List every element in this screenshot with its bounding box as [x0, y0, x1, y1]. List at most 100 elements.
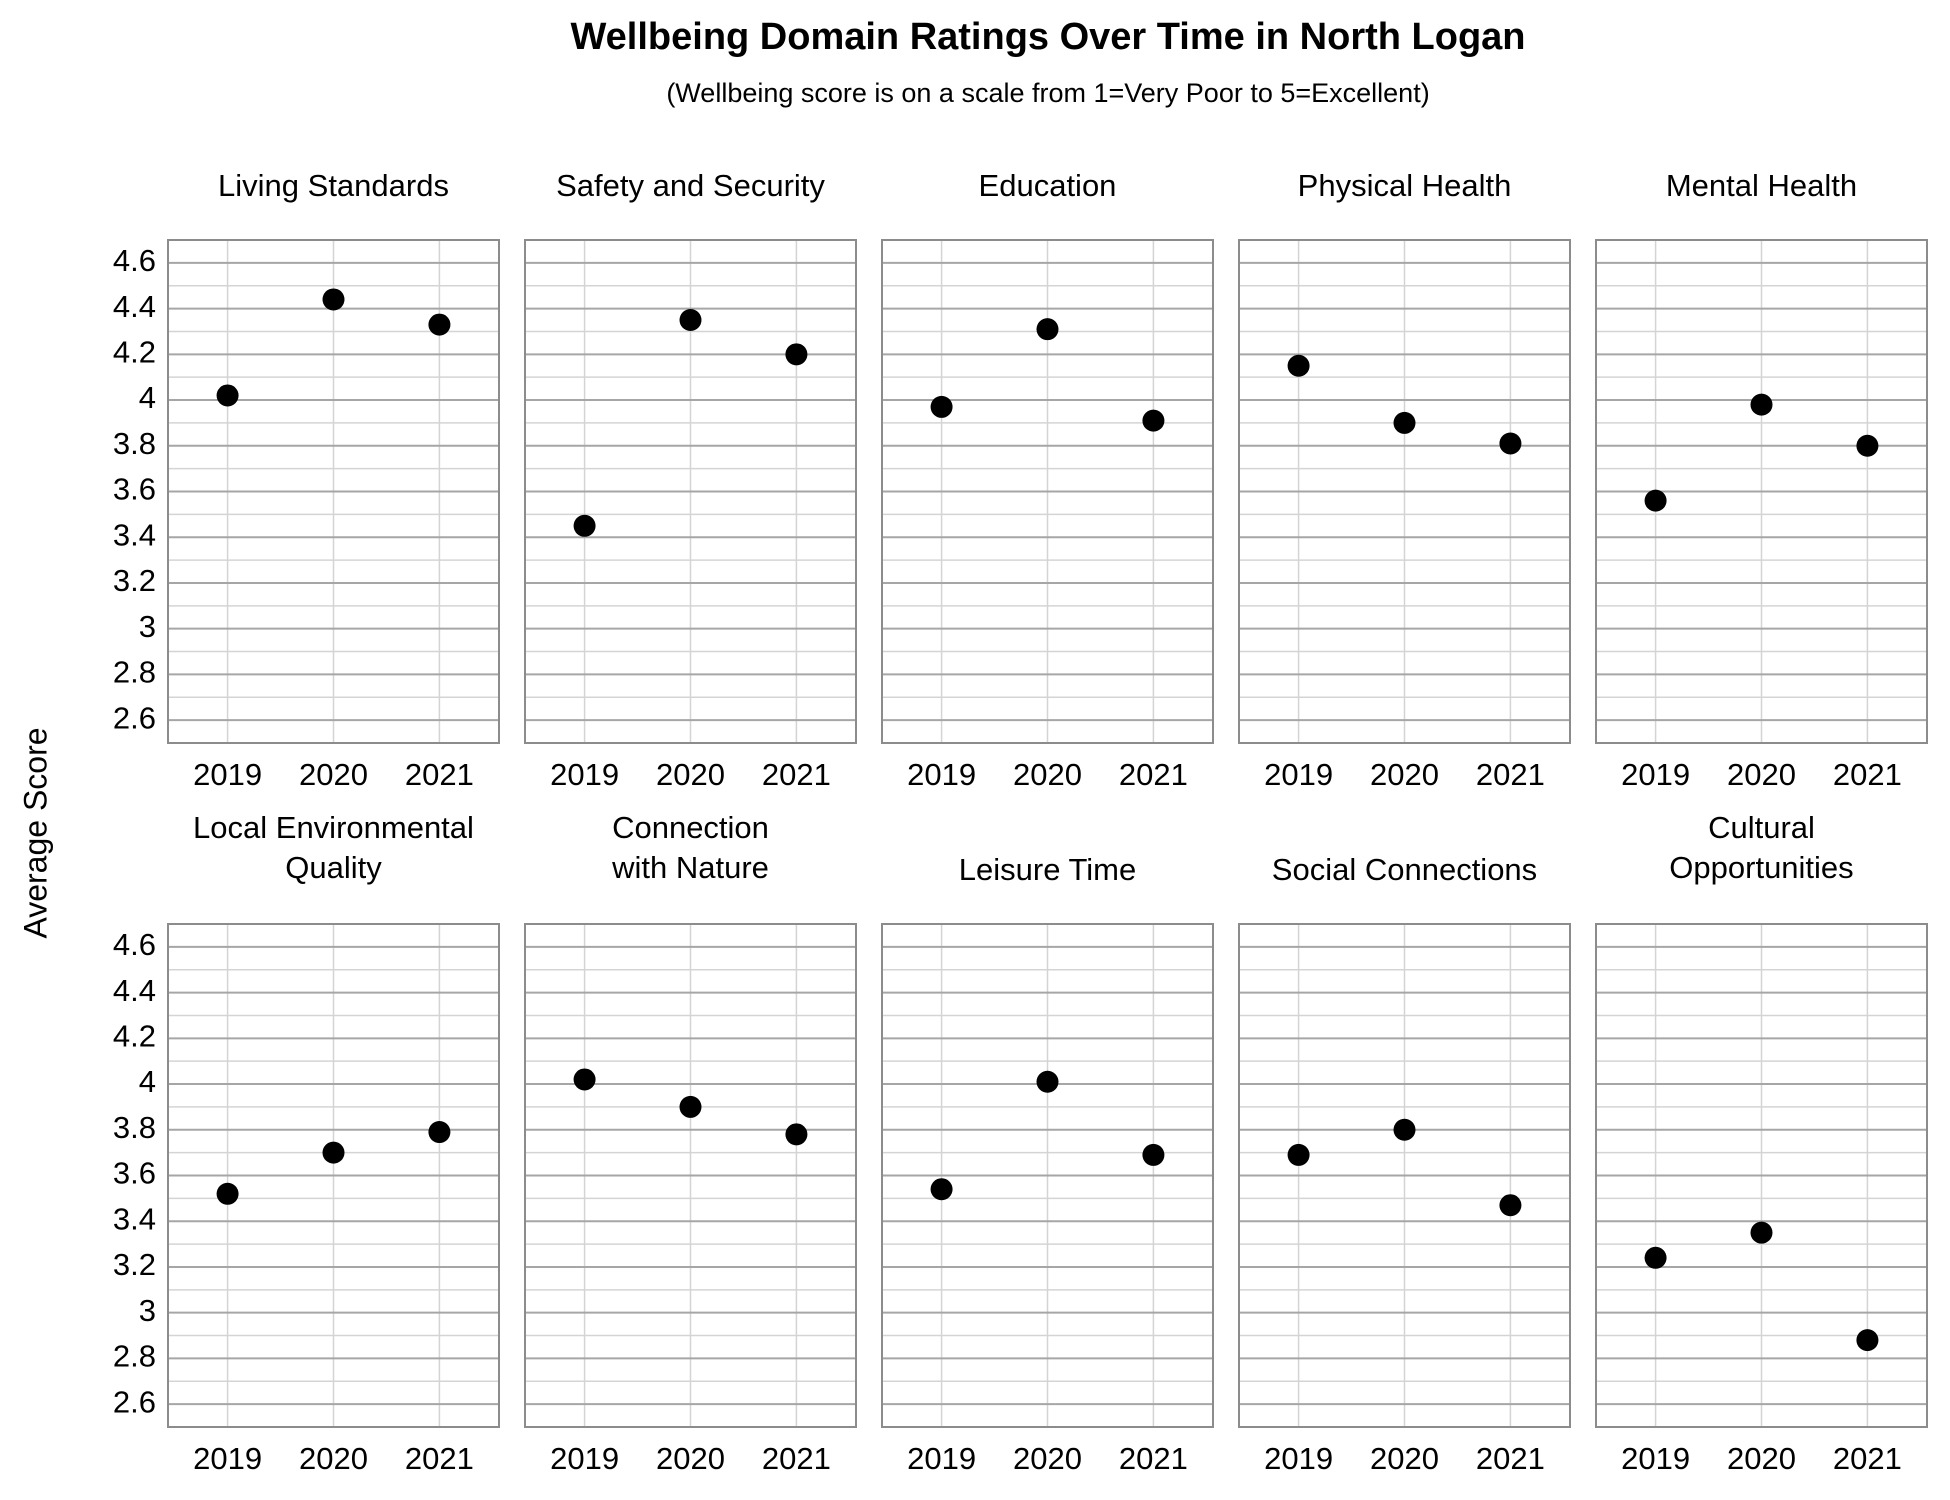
y-tick-label: 2.8 — [113, 655, 156, 690]
data-point — [785, 343, 808, 366]
data-point — [1036, 1070, 1059, 1093]
panel-frame — [524, 239, 857, 744]
panel-frame — [881, 923, 1214, 1428]
data-point — [216, 1182, 239, 1205]
x-tick-label: 2020 — [1727, 757, 1796, 792]
panel-frame — [524, 923, 857, 1428]
y-tick-label: 3.8 — [113, 426, 156, 461]
data-point — [1393, 1118, 1416, 1141]
data-point — [573, 514, 596, 537]
y-tick-label: 3.2 — [113, 563, 156, 598]
y-tick-label: 4.6 — [113, 243, 156, 278]
y-tick-label: 4.4 — [113, 289, 156, 324]
panel-title: Quality — [285, 850, 382, 885]
panel-title: with Nature — [611, 850, 769, 885]
data-point — [573, 1068, 596, 1091]
x-tick-label: 2020 — [656, 1441, 725, 1476]
x-tick-label: 2020 — [1727, 1441, 1796, 1476]
x-tick-label: 2020 — [1013, 1441, 1082, 1476]
x-tick-label: 2020 — [656, 757, 725, 792]
panel-title: Social Connections — [1272, 852, 1537, 887]
data-point — [1644, 1246, 1667, 1269]
y-tick-label: 2.6 — [113, 700, 156, 735]
data-point — [216, 384, 239, 407]
y-tick-label: 4.2 — [113, 1019, 156, 1054]
panel-title: Living Standards — [218, 168, 449, 203]
data-point — [1750, 393, 1773, 416]
data-point — [428, 1121, 451, 1144]
x-tick-label: 2019 — [907, 1441, 976, 1476]
data-point — [1142, 1143, 1165, 1166]
panel-title: Mental Health — [1666, 168, 1857, 203]
data-point — [930, 395, 953, 418]
chart-subtitle: (Wellbeing score is on a scale from 1=Ve… — [666, 78, 1429, 108]
data-point — [679, 309, 702, 332]
x-tick-label: 2019 — [550, 757, 619, 792]
y-tick-label: 4.4 — [113, 973, 156, 1008]
chart-title: Wellbeing Domain Ratings Over Time in No… — [570, 16, 1525, 58]
y-tick-label: 3.8 — [113, 1110, 156, 1145]
x-tick-label: 2019 — [193, 1441, 262, 1476]
y-tick-label: 4 — [139, 1064, 156, 1099]
data-point — [1142, 409, 1165, 432]
panel-frame — [1238, 923, 1571, 1428]
x-tick-label: 2019 — [907, 757, 976, 792]
data-point — [1287, 1143, 1310, 1166]
panel-title: Safety and Security — [556, 168, 825, 203]
data-point — [1856, 434, 1879, 457]
x-tick-label: 2019 — [1264, 1441, 1333, 1476]
x-tick-label: 2021 — [762, 1441, 831, 1476]
panel-frame — [167, 923, 500, 1428]
panel-title: Opportunities — [1669, 850, 1853, 885]
x-tick-label: 2021 — [762, 757, 831, 792]
x-tick-label: 2019 — [1264, 757, 1333, 792]
x-tick-label: 2021 — [405, 1441, 474, 1476]
y-tick-label: 4.2 — [113, 335, 156, 370]
y-tick-label: 3.6 — [113, 472, 156, 507]
x-tick-label: 2019 — [1621, 757, 1690, 792]
x-tick-label: 2020 — [299, 1441, 368, 1476]
panel-title: Leisure Time — [959, 852, 1136, 887]
data-point — [930, 1178, 953, 1201]
data-point — [1750, 1221, 1773, 1244]
data-point — [1499, 432, 1522, 455]
data-point — [1856, 1329, 1879, 1352]
x-tick-label: 2021 — [1833, 757, 1902, 792]
y-tick-label: 4 — [139, 380, 156, 415]
x-tick-label: 2021 — [405, 757, 474, 792]
x-tick-label: 2019 — [1621, 1441, 1690, 1476]
data-point — [1499, 1194, 1522, 1217]
y-axis-label: Average Score — [17, 727, 53, 938]
y-tick-label: 4.6 — [113, 927, 156, 962]
y-tick-label: 3.6 — [113, 1156, 156, 1191]
y-tick-label: 3 — [139, 1293, 156, 1328]
x-tick-label: 2021 — [1476, 1441, 1545, 1476]
panel-frame — [881, 239, 1214, 744]
panel-frame — [1595, 923, 1928, 1428]
data-point — [1036, 318, 1059, 341]
y-tick-label: 3 — [139, 609, 156, 644]
x-tick-label: 2020 — [1370, 757, 1439, 792]
panel-title: Education — [979, 168, 1117, 203]
panel-title: Physical Health — [1298, 168, 1512, 203]
x-tick-label: 2021 — [1833, 1441, 1902, 1476]
panel-frame — [1595, 239, 1928, 744]
x-tick-label: 2021 — [1119, 757, 1188, 792]
y-tick-label: 3.2 — [113, 1247, 156, 1282]
x-tick-label: 2020 — [1013, 757, 1082, 792]
y-tick-label: 3.4 — [113, 517, 156, 552]
y-tick-label: 3.4 — [113, 1201, 156, 1236]
x-tick-label: 2021 — [1476, 757, 1545, 792]
data-point — [679, 1095, 702, 1118]
data-point — [1644, 489, 1667, 512]
data-point — [322, 288, 345, 311]
panel-title: Cultural — [1708, 810, 1815, 845]
x-tick-label: 2019 — [193, 757, 262, 792]
data-point — [1287, 354, 1310, 377]
data-point — [428, 313, 451, 336]
data-point — [785, 1123, 808, 1146]
panel-frame — [167, 239, 500, 744]
y-tick-label: 2.8 — [113, 1339, 156, 1374]
